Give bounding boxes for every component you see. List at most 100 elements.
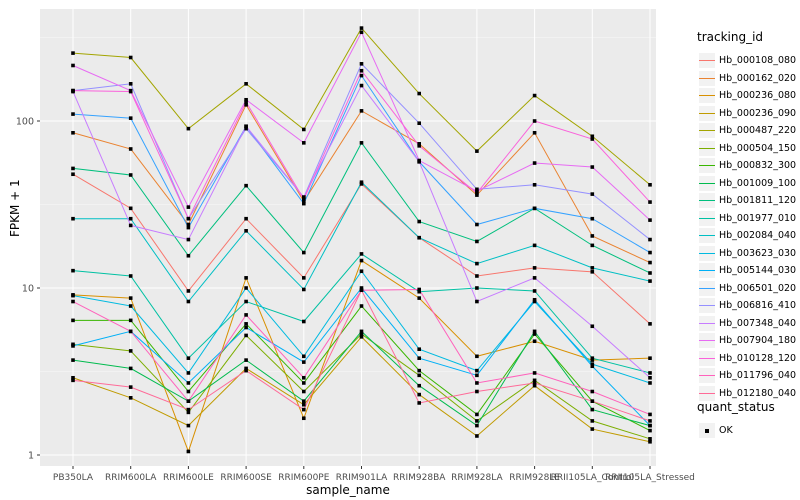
data-point: [648, 439, 652, 444]
data-point: [71, 318, 75, 323]
legend-key-swatch: [699, 298, 715, 314]
data-point: [590, 216, 595, 221]
data-point: [532, 381, 537, 385]
data-point: [71, 344, 75, 348]
data-point: [590, 356, 595, 360]
data-point: [128, 173, 133, 177]
data-point: [244, 276, 248, 280]
data-point: [359, 62, 364, 66]
legend-item: Hb_000108_080: [697, 52, 800, 70]
quant-legend-title: quant_status: [697, 400, 775, 414]
legend-key-swatch: [699, 315, 715, 331]
data-point: [71, 166, 75, 171]
data-point: [244, 358, 248, 362]
legend-item-label: Hb_005144_030: [719, 265, 797, 277]
y-axis-title: FPKM + 1: [8, 179, 22, 237]
data-point: [359, 269, 364, 274]
legend-key-swatch: [699, 245, 715, 261]
legend-item-label: Hb_012180_040: [719, 387, 797, 399]
data-point: [648, 381, 652, 385]
legend-item-label: Hb_000236_090: [719, 107, 797, 119]
data-point: [359, 332, 364, 336]
data-point: [532, 371, 537, 375]
data-point: [590, 419, 595, 423]
legend-item-label: Hb_007348_040: [719, 317, 797, 329]
data-point: [186, 222, 191, 227]
data-point: [186, 237, 191, 242]
data-point: [186, 126, 191, 131]
data-point: [475, 381, 479, 385]
data-point: [128, 329, 133, 334]
legend-key-swatch: [699, 158, 715, 174]
data-point: [128, 296, 133, 300]
data-point: [302, 354, 306, 359]
data-point: [417, 144, 421, 148]
legend-key-swatch: [699, 385, 715, 401]
legend-key-line-icon: [699, 305, 715, 307]
data-point: [71, 63, 75, 68]
legend-key-line-icon: [699, 182, 715, 184]
square-point-icon: [705, 428, 709, 433]
data-point: [244, 333, 248, 338]
data-point: [417, 383, 421, 388]
data-point: [417, 347, 421, 352]
data-point: [302, 127, 306, 132]
data-point: [244, 216, 248, 221]
legend-item: Hb_007348_040: [697, 315, 800, 333]
data-point: [71, 112, 75, 116]
legend-item: Hb_001811_120: [697, 192, 800, 210]
data-point: [475, 149, 479, 153]
data-point: [648, 200, 652, 204]
data-point: [532, 339, 537, 344]
data-point: [417, 356, 421, 360]
legend-item-label: Hb_003623_030: [719, 247, 797, 259]
x-tick-label: RRIM600LE: [163, 473, 214, 483]
data-point: [590, 358, 595, 362]
data-point: [186, 299, 191, 304]
data-point: [359, 329, 364, 334]
quant-legend-item: OK: [697, 422, 775, 440]
data-point: [359, 180, 364, 185]
legend-key-line-icon: [699, 95, 715, 97]
legend-key-swatch: [699, 333, 715, 349]
legend-key-line-icon: [699, 252, 715, 254]
data-point: [186, 410, 191, 415]
legend-key-line-icon: [699, 60, 715, 62]
legend-item-label: Hb_006501_020: [719, 282, 797, 294]
data-point: [244, 126, 248, 131]
data-point: [128, 274, 133, 278]
x-tick-label: RRIM600LA: [105, 473, 157, 483]
legend-key-line-icon: [699, 200, 715, 202]
data-point: [590, 407, 595, 412]
data-point: [532, 266, 537, 270]
data-point: [590, 192, 595, 196]
data-point: [417, 142, 421, 146]
data-point: [590, 362, 595, 366]
data-point: [648, 437, 652, 441]
data-point: [359, 252, 364, 256]
legend-key-swatch: [699, 88, 715, 104]
legend-key-swatch: [699, 228, 715, 244]
data-point: [302, 381, 306, 385]
tracking-id-legend: tracking_id Hb_000108_080 Hb_000162_020 Hb…: [697, 30, 800, 402]
legend-item: Hb_000236_080: [697, 87, 800, 105]
data-point: [532, 130, 537, 135]
data-point: [648, 250, 652, 255]
data-point: [302, 201, 306, 206]
data-point: [128, 89, 133, 94]
data-point: [71, 172, 75, 177]
data-point: [186, 225, 191, 230]
data-point: [417, 368, 421, 373]
data-point: [532, 182, 537, 187]
data-point: [359, 304, 364, 308]
legend-key-swatch: [699, 105, 715, 121]
legend-items: Hb_000108_080 Hb_000162_020 Hb_000236_080 H…: [697, 52, 800, 402]
data-point: [244, 103, 248, 107]
legend-item: Hb_011796_040: [697, 367, 800, 385]
data-point: [475, 419, 479, 423]
legend-item-label: Hb_000832_300: [719, 160, 797, 172]
data-point: [475, 412, 479, 417]
data-point: [71, 88, 75, 93]
data-point: [417, 235, 421, 240]
